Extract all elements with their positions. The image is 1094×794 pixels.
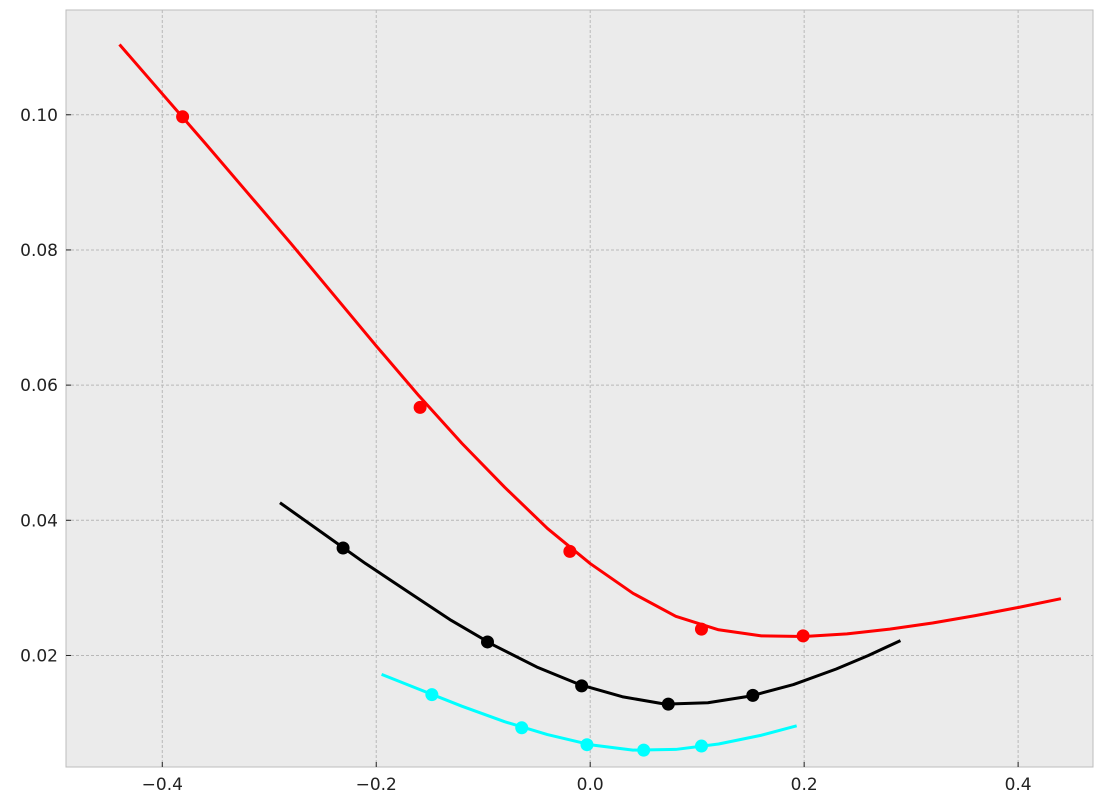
grid	[66, 10, 1093, 767]
series-1	[279, 501, 902, 711]
data-point	[176, 110, 190, 124]
y-tick-label: 0.04	[20, 511, 58, 531]
y-axis: 0.02 0.04 0.06 0.08 0.10	[20, 106, 71, 666]
data-point	[336, 541, 350, 555]
data-point	[661, 697, 675, 711]
data-point	[694, 622, 708, 636]
data-point	[515, 721, 529, 735]
y-tick-label: 0.10	[20, 106, 58, 126]
plot-area	[66, 10, 1093, 767]
data-point	[575, 679, 589, 693]
plot-frame	[65, 9, 1094, 768]
data-point	[580, 738, 594, 752]
data-point	[746, 688, 760, 702]
y-tick-label: 0.08	[20, 241, 58, 261]
x-tick-label: 0.4	[1005, 775, 1032, 794]
series-line	[279, 501, 902, 706]
data-point	[563, 544, 577, 558]
data-point	[425, 688, 439, 702]
x-axis: −0.4 −0.2 0.0 0.2 0.4	[142, 762, 1032, 794]
series-line	[118, 43, 1062, 639]
data-point	[413, 400, 427, 414]
x-tick-label: 0.0	[577, 775, 604, 794]
series-2	[381, 673, 798, 757]
data-point	[481, 635, 494, 649]
x-tick-label: −0.4	[142, 775, 183, 794]
series-0	[118, 43, 1062, 643]
x-tick-label: 0.2	[791, 775, 818, 794]
data-point	[694, 739, 708, 753]
x-tick-label: −0.2	[356, 775, 397, 794]
y-tick-label: 0.02	[20, 646, 58, 666]
data-point	[796, 629, 810, 643]
data-point	[637, 743, 651, 757]
series-layer	[118, 43, 1062, 757]
y-tick-label: 0.06	[20, 376, 58, 396]
